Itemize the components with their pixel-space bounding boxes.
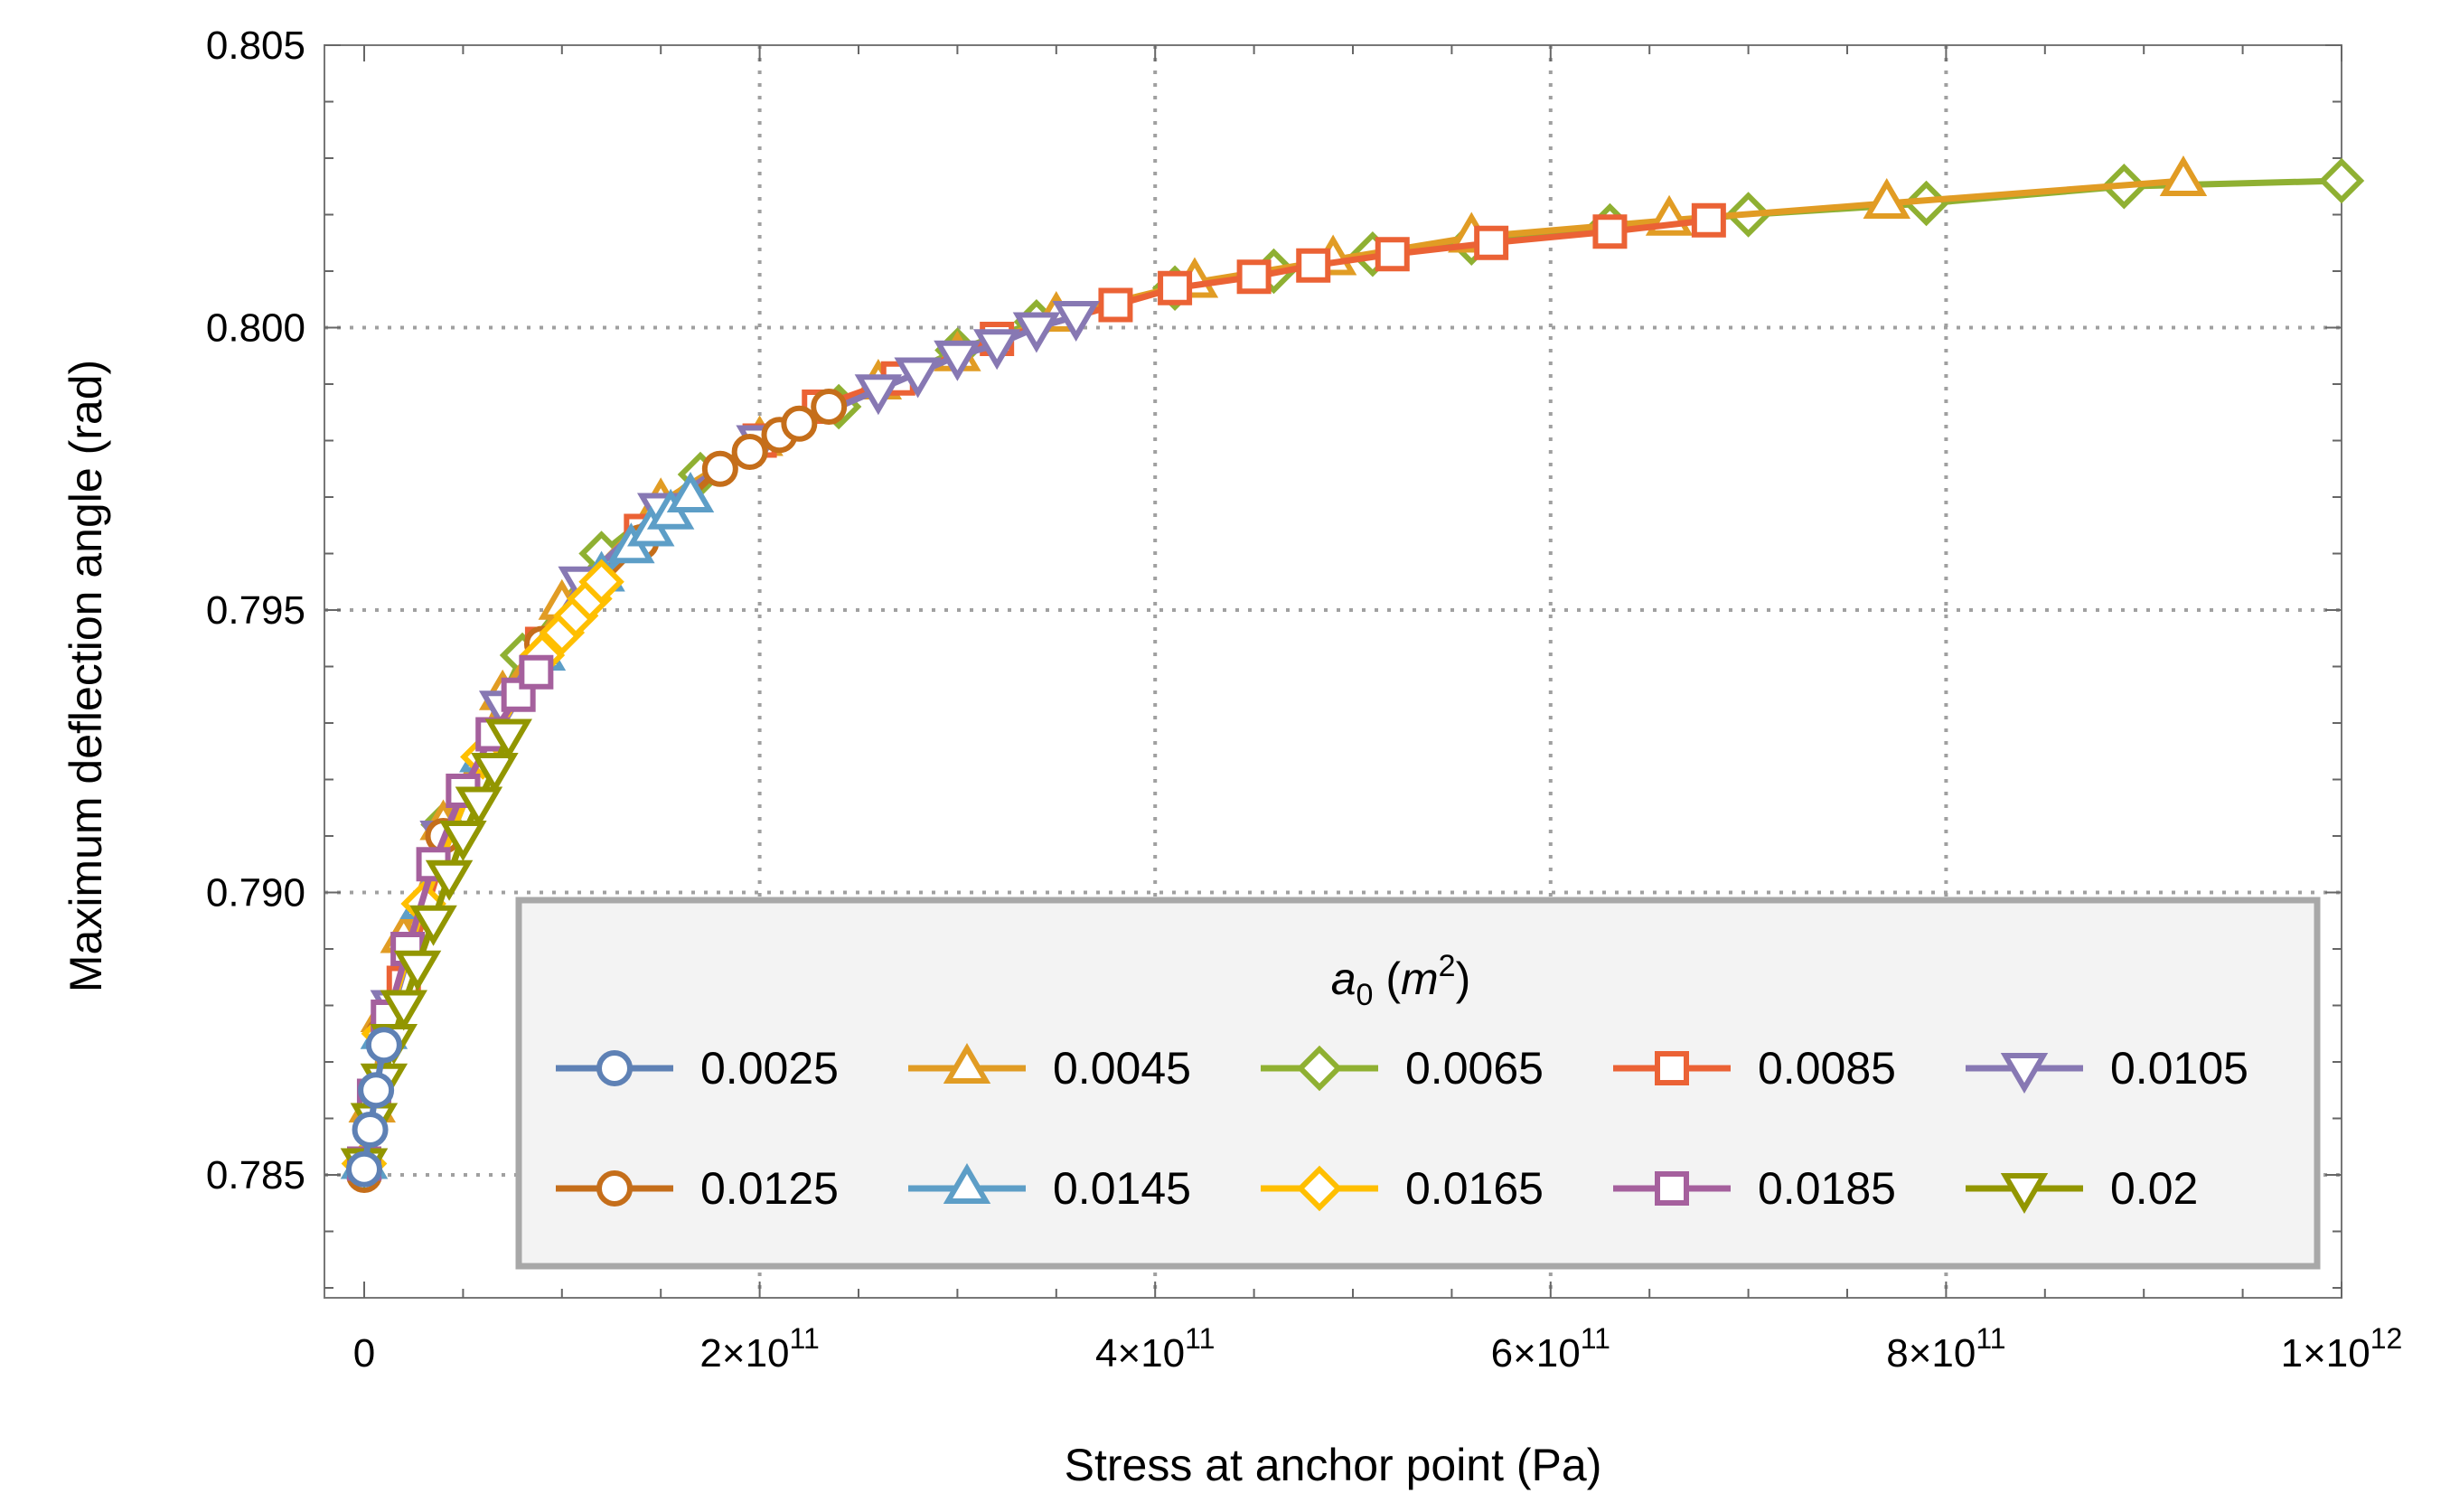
data-point	[731, 434, 768, 470]
data-point	[346, 1150, 382, 1188]
legend-label: 0.0165	[1405, 1163, 1544, 1214]
x-tick-label: 8×1011	[1886, 1322, 2005, 1376]
x-tick-label: 0	[353, 1331, 375, 1376]
legend-label: 0.02	[2110, 1163, 2198, 1214]
data-point	[2318, 157, 2365, 204]
legend-label: 0.0145	[1053, 1163, 1191, 1214]
x-tick-label: 4×1011	[1095, 1322, 1215, 1376]
x-tick-label: 2×1011	[699, 1322, 819, 1376]
data-point	[1296, 248, 1331, 283]
legend-label: 0.0025	[700, 1043, 839, 1094]
data-point	[471, 753, 519, 794]
data-point	[380, 990, 427, 1031]
y-tick-label: 0.785	[206, 1153, 305, 1197]
legend-marker	[943, 1163, 991, 1204]
data-point	[894, 357, 942, 399]
legend-title: a0 (m2)	[1331, 949, 1471, 1012]
data-point	[1863, 178, 1910, 219]
data-point	[501, 677, 536, 712]
data-point	[1474, 225, 1509, 260]
legend-label: 0.0085	[1758, 1043, 1896, 1094]
data-point	[519, 654, 554, 690]
legend-item: 0.02	[1966, 1163, 2198, 1214]
legend-marker	[1655, 1171, 1689, 1206]
y-tick-label: 0.790	[206, 871, 305, 916]
legend-label: 0.0185	[1758, 1163, 1896, 1214]
data-point	[1691, 202, 1726, 238]
y-tick-label: 0.800	[206, 306, 305, 351]
x-axis-title: Stress at anchor point (Pa)	[1065, 1440, 1602, 1490]
legend-item: 0.0185	[1613, 1163, 1896, 1214]
legend-marker	[1296, 1165, 1343, 1212]
data-point	[352, 1112, 389, 1148]
data-point	[1098, 287, 1133, 323]
y-axis-title: Maximum deflection angle (rad)	[61, 360, 111, 992]
data-point	[2159, 155, 2208, 196]
legend-label: 0.0125	[700, 1163, 839, 1214]
data-point	[439, 821, 487, 861]
legend-marker	[1655, 1051, 1689, 1085]
data-point	[854, 374, 903, 416]
data-point	[1158, 270, 1193, 305]
data-point	[781, 405, 818, 442]
tick-labels: 0 2×1011 4×1011 6×1011 8×1011 1×1012 0.785 0.79…	[206, 23, 2402, 1376]
data-point	[1052, 301, 1100, 342]
data-point	[1592, 214, 1628, 249]
data-point	[578, 559, 624, 605]
legend-label: 0.0105	[2110, 1043, 2248, 1094]
legend-marker	[596, 1170, 633, 1207]
data-point	[934, 340, 981, 381]
legend-item: 0.0025	[556, 1043, 839, 1094]
legend-item: 0.0125	[556, 1163, 839, 1214]
x-tick-label: 1×1012	[2281, 1322, 2403, 1376]
data-point	[425, 859, 474, 901]
series-layer	[340, 155, 2365, 1193]
x-tick-label: 6×1011	[1491, 1322, 1610, 1376]
axis-ticks	[324, 44, 2342, 1298]
legend: a0 (m2) 0.0025 0.0045 0.0065 0.0085 0.0105 0.…	[515, 897, 2321, 1270]
legend-item: 0.0085	[1613, 1043, 1896, 1094]
data-point	[1012, 312, 1061, 353]
data-point	[455, 786, 503, 828]
data-point	[666, 472, 715, 512]
legend-item: 0.0105	[1966, 1043, 2248, 1094]
plot-frame	[324, 44, 2342, 1299]
data-point	[701, 450, 738, 487]
legend-marker	[1296, 1045, 1343, 1092]
legend-item: 0.0065	[1261, 1043, 1544, 1094]
data-point	[358, 1072, 395, 1109]
legend-item: 0.0145	[908, 1163, 1191, 1214]
series-line	[361, 1044, 388, 1170]
data-point	[1236, 259, 1272, 295]
series-0.0025	[346, 1027, 402, 1188]
legend-label: 0.0045	[1053, 1043, 1191, 1094]
data-point	[484, 718, 532, 760]
legend-box	[515, 897, 2321, 1270]
legend-label: 0.0065	[1405, 1043, 1544, 1094]
legend-marker	[596, 1050, 633, 1086]
legend-item: 0.0045	[908, 1043, 1191, 1094]
y-tick-label: 0.795	[206, 588, 305, 633]
data-point	[972, 329, 1021, 371]
data-point	[409, 905, 457, 946]
legend-marker	[2000, 1173, 2049, 1214]
data-point	[1375, 237, 1410, 272]
legend-marker	[2000, 1053, 2049, 1094]
legend-marker	[943, 1043, 991, 1084]
data-point	[811, 389, 848, 425]
data-point	[393, 950, 442, 991]
data-point	[365, 1027, 402, 1064]
y-tick-label: 0.805	[206, 23, 305, 68]
legend-item: 0.0165	[1261, 1163, 1544, 1214]
